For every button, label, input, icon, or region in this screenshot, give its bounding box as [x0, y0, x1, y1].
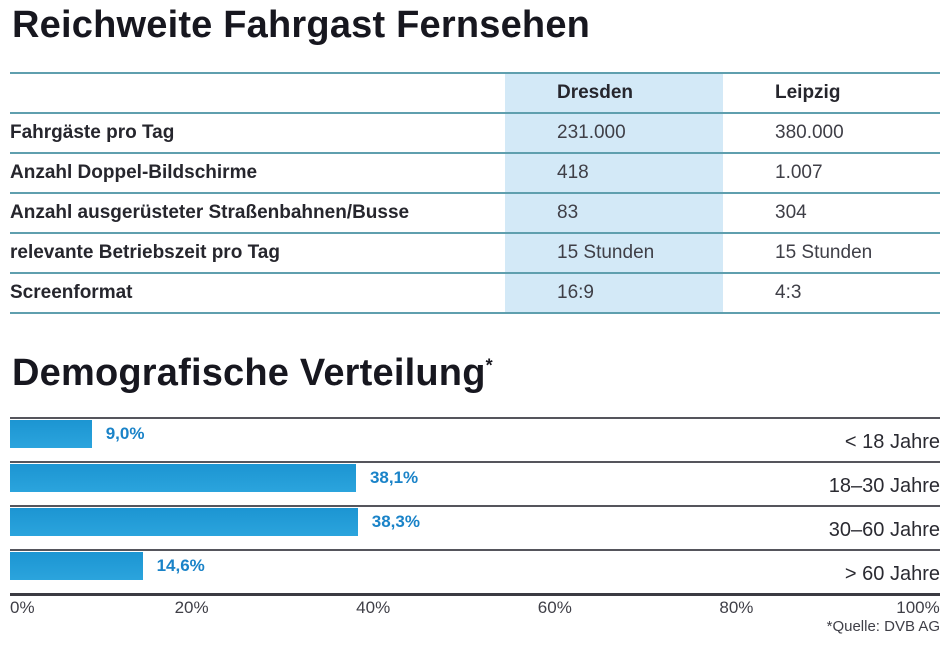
cell-leipzig: 4:3: [775, 282, 802, 303]
bar-value-label: 14,6%: [156, 556, 205, 575]
table-header-row: Dresden Leipzig: [10, 72, 940, 112]
bar-value-label: 38,1%: [369, 468, 419, 487]
row-label: Fahrgäste pro Tag: [10, 122, 175, 143]
cell-leipzig: 304: [775, 202, 807, 223]
cell-dresden: 418: [505, 154, 723, 192]
axis-tick: 0%: [10, 598, 35, 617]
source-note: *Quelle: DVB AG: [826, 618, 940, 635]
cell-leipzig: 15 Stunden: [775, 242, 873, 263]
table-row: Anzahl Doppel-Bildschirme 418 1.007: [10, 152, 940, 192]
page-title: Reichweite Fahrgast Fernsehen: [12, 4, 591, 46]
axis-tick: 80%: [719, 598, 754, 617]
chart-row: 38,3% 30–60 Jahre: [10, 505, 940, 549]
chart-row: 9,0% < 18 Jahre: [10, 417, 940, 461]
table-row: Screenformat 16:9 4:3: [10, 272, 940, 314]
axis-tick: 40%: [356, 598, 391, 617]
axis-tick: 60%: [537, 598, 572, 617]
bar-18-30: [10, 464, 356, 492]
category-label: 18–30 Jahre: [828, 475, 940, 497]
category-label: 30–60 Jahre: [828, 519, 940, 541]
bar-under-18: [10, 420, 92, 448]
cell-dresden: 231.000: [505, 114, 723, 152]
cell-dresden: 16:9: [505, 274, 723, 312]
table-row: Fahrgäste pro Tag 231.000 380.000: [10, 112, 940, 152]
cell-leipzig: 380.000: [775, 122, 844, 143]
footnote-marker: *: [485, 355, 493, 376]
chart-row: 38,1% 18–30 Jahre: [10, 461, 940, 505]
chart-row: 14,6% > 60 Jahre: [10, 549, 940, 593]
bar-30-60: [10, 508, 358, 536]
section-title-text: Demografische Verteilung: [12, 352, 486, 394]
category-label: > 60 Jahre: [844, 563, 940, 585]
row-label: Anzahl ausgerüsteter Straßenbahnen/Busse: [10, 202, 410, 223]
table-header-dresden: Dresden: [505, 74, 723, 112]
cell-dresden: 83: [505, 194, 723, 232]
section-title: Demografische Verteilung*: [12, 352, 493, 395]
cell-dresden: 15 Stunden: [505, 234, 723, 272]
row-label: Anzahl Doppel-Bildschirme: [10, 162, 258, 183]
category-label: < 18 Jahre: [844, 431, 940, 453]
cell-leipzig: 1.007: [775, 162, 823, 183]
axis-tick: 20%: [174, 598, 209, 617]
table-row: Anzahl ausgerüsteter Straßenbahnen/Busse…: [10, 192, 940, 232]
row-label: Screenformat: [10, 282, 133, 303]
bar-value-label: 9,0%: [105, 424, 145, 443]
table-header-leipzig: Leipzig: [775, 82, 841, 103]
bar-value-label: 38,3%: [371, 512, 420, 531]
demographics-bar-chart: 9,0% < 18 Jahre 38,1% 18–30 Jahre 38,3% …: [10, 417, 940, 596]
axis-tick: 100%: [896, 598, 940, 617]
row-label: relevante Betriebszeit pro Tag: [10, 242, 280, 263]
comparison-table: Dresden Leipzig Fahrgäste pro Tag 231.00…: [10, 72, 940, 314]
table-row: relevante Betriebszeit pro Tag 15 Stunde…: [10, 232, 940, 272]
bar-over-60: [10, 552, 143, 580]
x-axis: 0% 20% 40% 60% 80% 100%: [10, 598, 940, 620]
